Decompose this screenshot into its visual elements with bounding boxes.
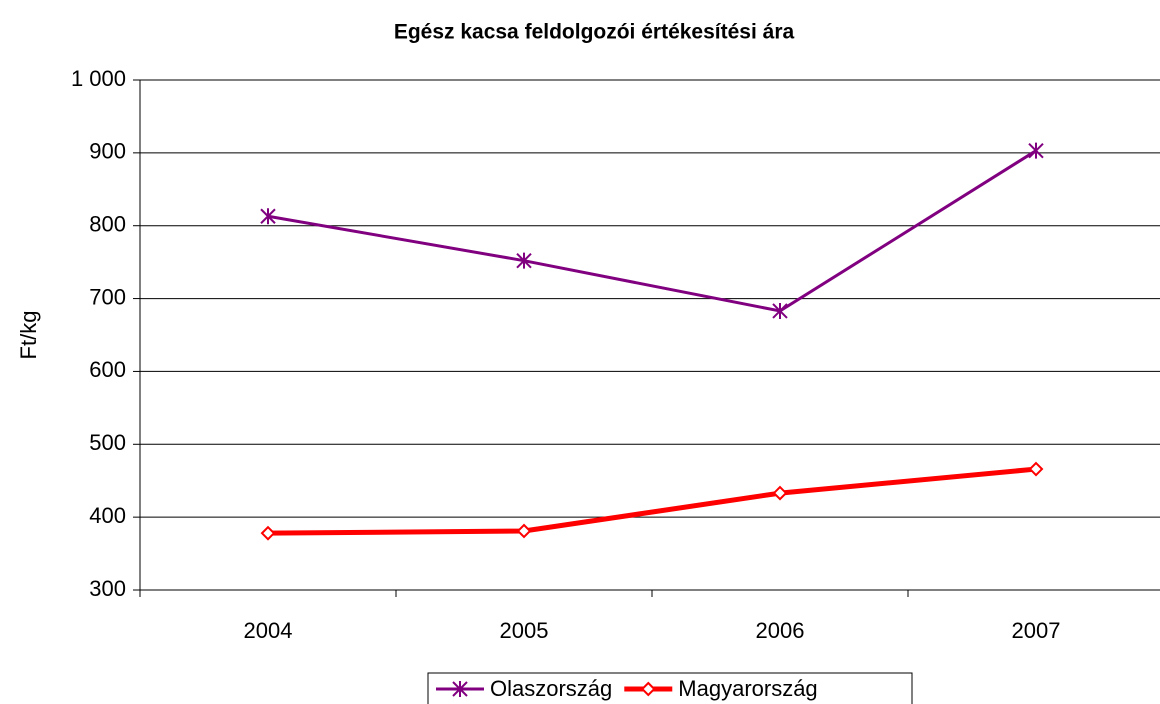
marker bbox=[260, 525, 276, 541]
legend-label: Magyarország bbox=[678, 676, 817, 701]
y-tick-label: 1 000 bbox=[71, 66, 126, 91]
legend-marker bbox=[452, 681, 468, 697]
y-axis-label: Ft/kg bbox=[16, 311, 41, 360]
y-tick-label: 700 bbox=[89, 284, 126, 309]
marker bbox=[772, 302, 788, 319]
x-tick-label: 2007 bbox=[1012, 618, 1061, 643]
marker bbox=[1028, 461, 1044, 477]
marker bbox=[772, 485, 788, 501]
y-tick-label: 400 bbox=[89, 503, 126, 528]
y-tick-label: 300 bbox=[89, 576, 126, 601]
x-tick-label: 2005 bbox=[500, 618, 549, 643]
marker bbox=[1028, 142, 1044, 159]
y-tick-label: 900 bbox=[89, 139, 126, 164]
y-tick-label: 800 bbox=[89, 212, 126, 237]
marker bbox=[260, 208, 276, 225]
chart-title: Egész kacsa feldolgozói értékesítési ára bbox=[394, 21, 795, 44]
legend-label: Olaszország bbox=[490, 676, 612, 701]
x-tick-label: 2004 bbox=[244, 618, 293, 643]
series-line bbox=[267, 466, 1037, 536]
marker bbox=[516, 252, 532, 269]
x-tick-label: 2006 bbox=[756, 618, 805, 643]
legend-marker bbox=[640, 681, 656, 697]
marker bbox=[516, 523, 532, 539]
series-line bbox=[267, 149, 1037, 313]
y-tick-label: 600 bbox=[89, 357, 126, 382]
y-tick-label: 500 bbox=[89, 430, 126, 455]
